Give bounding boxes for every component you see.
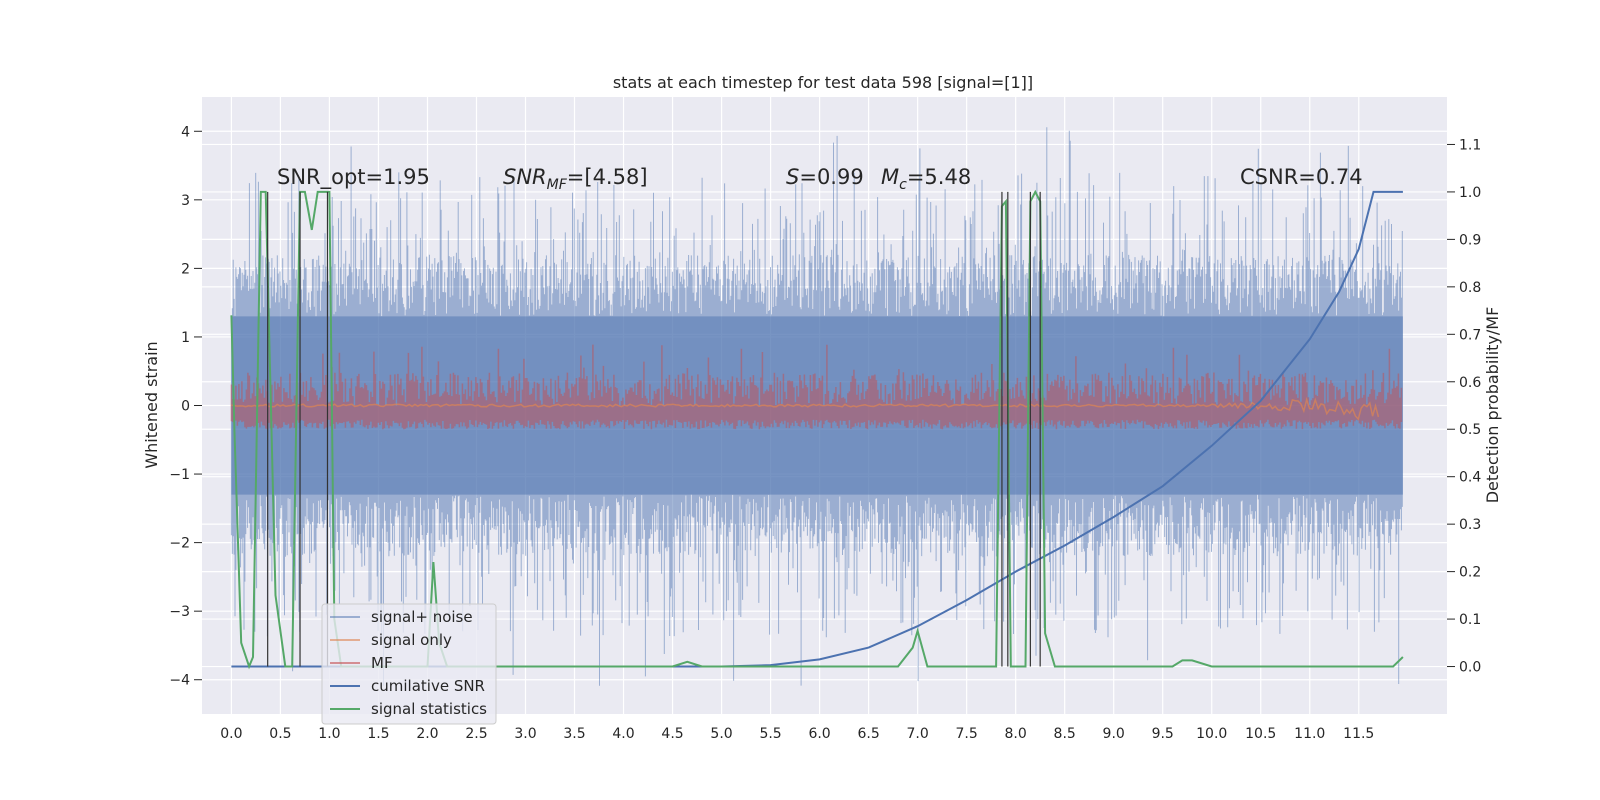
detection-markers	[267, 191, 1041, 667]
annotation-snr-mf: SNRMF=[4.58]	[503, 165, 648, 193]
annotation-s: S=0.99	[786, 165, 864, 189]
legend-entry-signal-statistics: signal statistics	[330, 700, 487, 718]
x-tick-label: 2.5	[465, 726, 487, 742]
y2-tick-label: 0.3	[1459, 517, 1481, 533]
y-axis-label: Whitened strain	[142, 341, 161, 468]
signal-statistics-series	[230, 189, 1404, 670]
y2-tick-label: 0.4	[1459, 470, 1481, 486]
x-tick-label: 5.0	[710, 726, 732, 742]
x-tick-label: 8.5	[1054, 726, 1076, 742]
annotations: SNR_opt=1.95 SNRMF=[4.58] S=0.99 Mc=5.48…	[277, 165, 1363, 193]
annotation-mc-value: =5.48	[907, 165, 971, 189]
x-tick-label: 3.5	[563, 726, 585, 742]
y2-tick-label: 0.7	[1459, 327, 1481, 343]
annotation-s-symbol: S	[786, 165, 799, 189]
y-tick-label: 3	[181, 193, 190, 209]
x-tick-label: 0.5	[269, 726, 291, 742]
legend-entry-signal-noise: signal+ noise	[330, 608, 473, 626]
annotation-csnr: CSNR=0.74	[1240, 165, 1363, 189]
legend-label: signal+ noise	[371, 608, 473, 626]
legend-entry-cumulative-snr: cumilative SNR	[330, 677, 485, 695]
annotation-mc: Mc=5.48	[881, 165, 971, 193]
x-tick-label: 0.0	[220, 726, 242, 742]
y2-tick-label: 0.5	[1459, 422, 1481, 438]
x-tick-label: 9.0	[1103, 726, 1125, 742]
chart-title: stats at each timestep for test data 598…	[613, 73, 1033, 92]
legend-label: signal statistics	[371, 700, 487, 718]
legend-entry-mf: MF	[330, 654, 393, 672]
x-axis: 0.0 0.5 1.0 1.5 2.0 2.5 3.0 3.5 4.0 4.5 5.0 5.5 6.0 6…	[220, 726, 1374, 742]
y2-tick-label: 0.0	[1459, 660, 1481, 676]
y2-tick-label: 0.9	[1459, 232, 1481, 248]
x-tick-label: 5.5	[759, 726, 781, 742]
x-tick-label: 1.5	[367, 726, 389, 742]
x-tick-label: 4.0	[612, 726, 634, 742]
y2-tick-label: 0.8	[1459, 280, 1481, 296]
y-tick-label: 4	[181, 124, 190, 140]
y-tick-label: 2	[181, 261, 190, 277]
legend-label: cumilative SNR	[371, 677, 485, 695]
x-tick-label: 10.0	[1196, 726, 1227, 742]
y-axis-left: 4 3 2 1 0 −1 −2 −3 −4	[169, 124, 202, 689]
y2-tick-label: 1.0	[1459, 185, 1481, 201]
x-tick-label: 1.0	[318, 726, 340, 742]
x-tick-label: 11.5	[1343, 726, 1374, 742]
x-tick-label: 7.5	[956, 726, 978, 742]
x-tick-label: 9.5	[1152, 726, 1174, 742]
y-tick-label: −4	[169, 673, 190, 689]
y2-tick-label: 0.6	[1459, 375, 1481, 391]
y2-tick-label: 1.1	[1459, 137, 1481, 153]
annotation-mc-symbol: M	[881, 165, 899, 189]
y2-tick-label: 0.2	[1459, 565, 1481, 581]
x-tick-label: 10.5	[1245, 726, 1276, 742]
x-tick-label: 6.5	[857, 726, 879, 742]
legend-entry-signal-only: signal only	[330, 631, 452, 649]
signal-only-series	[231, 396, 1380, 421]
x-tick-label: 7.0	[906, 726, 928, 742]
x-tick-label: 8.0	[1005, 726, 1027, 742]
y-axis-right: 1.1 1.0 0.9 0.8 0.7 0.6 0.5 0.4 0.3 0.2 0.1 0.0	[1447, 137, 1481, 676]
annotation-mc-sub: c	[899, 177, 907, 193]
y-tick-label: −2	[169, 536, 190, 552]
annotation-snr-mf-value: =[4.58]	[567, 165, 648, 189]
legend-label: MF	[371, 654, 393, 672]
y-tick-label: −3	[169, 604, 190, 620]
signal-only-line	[231, 396, 1380, 421]
annotation-snr-mf-prefix: SNR	[503, 165, 547, 189]
x-tick-label: 11.0	[1294, 726, 1325, 742]
legend: signal+ noise signal only MF cumilative …	[321, 603, 497, 725]
x-tick-label: 3.0	[514, 726, 536, 742]
y2-axis-label: Detection probability/MF	[1483, 307, 1502, 504]
y2-tick-label: 0.1	[1459, 612, 1481, 628]
y-tick-label: 1	[181, 330, 190, 346]
legend-label: signal only	[371, 631, 452, 649]
annotation-snr-mf-sub: MF	[547, 177, 568, 193]
signal-statistics-line	[230, 189, 1404, 670]
annotation-snr-opt: SNR_opt=1.95	[277, 165, 430, 190]
y-tick-label: −1	[169, 467, 190, 483]
annotation-s-value: =0.99	[799, 165, 863, 189]
x-tick-label: 4.5	[661, 726, 683, 742]
x-tick-label: 2.0	[416, 726, 438, 742]
x-tick-label: 6.0	[808, 726, 830, 742]
y-tick-label: 0	[181, 399, 190, 415]
legend-box	[321, 603, 497, 725]
